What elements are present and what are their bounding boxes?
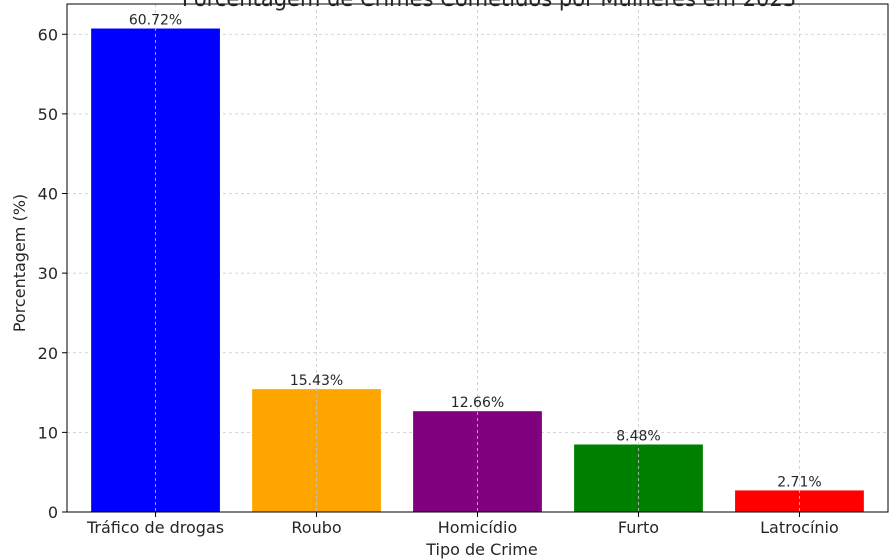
x-tick-label: Latrocínio [760,518,839,537]
y-axis-label: Porcentagem (%) [10,194,29,332]
vertical-grid-lines [155,4,800,512]
bar-value-label: 8.48% [616,428,660,444]
x-tick-label: Homicídio [438,518,517,537]
y-tick-label: 20 [38,344,58,363]
bar-value-label: 2.71% [777,474,821,490]
x-tick-label: Roubo [291,518,341,537]
data-labels: 60.72% 15.43% 12.66% 8.48% 2.71% [129,13,822,491]
y-tick-label: 60 [38,25,58,44]
bar-value-label: 15.43% [290,373,343,389]
x-tick-label: Tráfico de drogas [86,518,224,537]
y-axis-ticks: 0 10 20 30 40 50 60 [38,25,67,522]
y-tick-label: 0 [48,503,58,522]
y-tick-label: 10 [38,423,58,442]
bar-value-label: 12.66% [451,395,504,411]
bar [735,490,864,512]
plot-frame [66,3,889,513]
x-axis-ticks: Tráfico de drogas Roubo Homicídio Furto Latr… [86,512,839,537]
bar-value-label: 60.72% [129,13,182,29]
y-tick-label: 50 [38,105,58,124]
x-tick-label: Furto [618,518,659,537]
y-tick-label: 40 [38,185,58,204]
x-axis-label: Tipo de Crime [425,540,537,559]
chart-title: Porcentagem de Crimes Cometidos por Mulh… [182,0,796,11]
y-tick-label: 30 [38,264,58,283]
